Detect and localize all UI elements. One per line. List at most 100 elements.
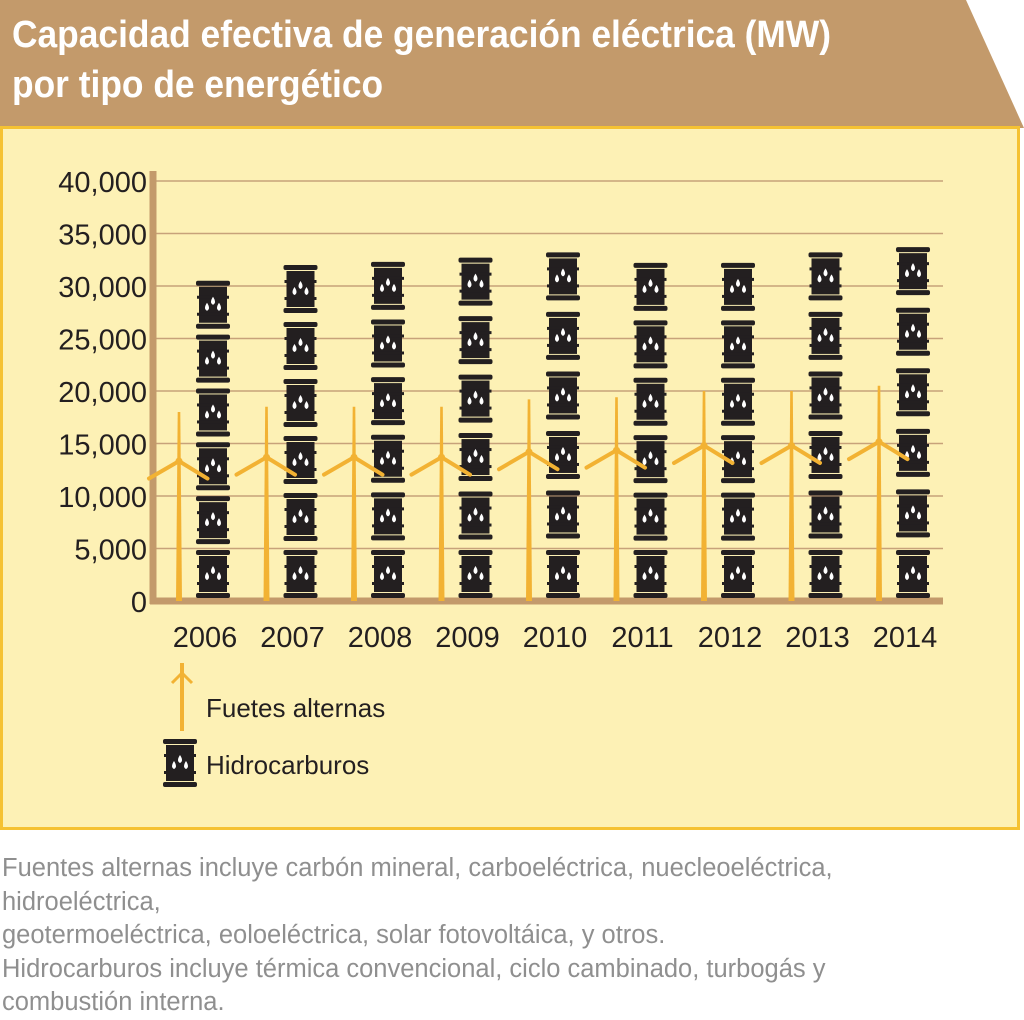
hidrocarburos-bar [371,261,405,598]
wind-turbine-icon [584,397,647,601]
wind-turbine-icon [234,406,297,601]
footnote-line-5: combustión interna. [2,988,225,1016]
oil-barrel-icon [896,307,930,356]
oil-barrel-icon [721,320,755,369]
x-tick-label: 2006 [173,622,238,654]
oil-barrel-icon [283,265,318,313]
chart-title: Capacidad efectiva de generación eléctri… [12,10,923,110]
oil-barrel-icon [163,739,197,787]
wind-turbine-icon [847,385,910,601]
x-tick-label: 2013 [785,622,850,654]
year-group-2011: 2011 [584,262,674,654]
wind-turbine-icon [322,406,385,601]
footnote: Fuentes alternas incluye carbón mineral,… [2,852,1022,1020]
oil-barrel-icon [546,430,580,479]
x-tick-label: 2009 [435,622,500,654]
y-tick-label: 40,000 [58,167,147,199]
oil-barrel-icon [633,377,668,426]
y-tick-label: 20,000 [58,377,147,409]
oil-barrel-icon [196,280,230,329]
oil-barrel-icon [371,319,405,368]
oil-barrel-icon [458,491,493,540]
oil-barrel-icon [808,371,843,420]
oil-barrel-icon [458,433,493,482]
legend-label-hidrocarburos: Hidrocarburos [206,750,369,780]
wind-turbine-icon [170,663,194,731]
footnote-line-2: hidroeléctrica, [2,887,161,916]
oil-barrel-icon [458,374,493,423]
x-tick-label: 2014 [873,622,938,654]
hidrocarburos-bar [196,280,230,598]
oil-barrel-icon [458,257,493,306]
oil-barrel-icon [896,247,930,296]
legend: Fuetes alternas Hidrocarburos [163,663,385,787]
oil-barrel-icon [721,377,755,426]
oil-barrel-icon [283,436,318,484]
oil-barrel-icon [283,493,318,541]
oil-barrel-icon [546,550,580,598]
footnote-line-1: Fuentes alternas incluye carbón mineral,… [2,854,833,882]
oil-barrel-icon [721,492,755,541]
year-group-2013: 2013 [759,252,850,654]
footnote-line-3: geotermoeléctrica, eoloeléctrica, solar … [2,921,666,949]
oil-barrel-icon [808,252,843,301]
oil-barrel-icon [808,311,843,360]
oil-barrel-icon [546,371,580,420]
wind-turbine-icon [497,399,560,601]
oil-barrel-icon [196,496,230,545]
hidrocarburos-bar [808,252,843,598]
chart-panel: 40,000 35,000 30,000 25,000 20,000 15,000 10,0… [0,126,1020,830]
oil-barrel-icon [633,492,668,541]
oil-barrel-icon [633,262,668,311]
oil-barrel-icon [458,550,493,598]
legend-item-alternas: Fuetes alternas [170,663,385,731]
oil-barrel-icon [546,311,580,360]
year-group-2012: 2012 [672,262,763,654]
legend-item-hidrocarburos: Hidrocarburos [163,739,369,787]
hidrocarburos-bar [283,265,318,598]
footnote-line-4: Hidrocarburos incluye térmica convencion… [2,954,826,983]
year-group-2008: 2008 [322,261,412,654]
x-tick-label: 2010 [523,622,588,654]
x-tick-label: 2007 [260,622,325,654]
chart-title-line-1: Capacidad efectiva de generación eléctri… [12,14,831,56]
oil-barrel-icon [633,550,668,598]
oil-barrel-icon [896,428,930,477]
y-tick-label: 5,000 [74,535,147,567]
y-tick-label: 25,000 [58,325,147,357]
oil-barrel-icon [546,490,580,539]
oil-barrel-icon [371,550,405,598]
oil-barrel-icon [283,322,318,370]
oil-barrel-icon [721,550,755,598]
oil-barrel-icon [196,442,230,491]
x-tick-label: 2011 [611,622,673,654]
hidrocarburos-bar [546,252,580,598]
oil-barrel-icon [196,550,230,598]
year-group-2006: 2006 [147,280,238,654]
wind-turbine-icon [409,406,472,601]
hidrocarburos-bar [633,262,668,598]
x-tick-label: 2012 [698,622,763,654]
wind-turbine-icon [147,412,210,601]
oil-barrel-icon [896,550,930,598]
oil-barrel-icon [283,550,318,598]
y-tick-label: 10,000 [58,482,147,514]
oil-barrel-icon [808,430,843,479]
title-band-shape [0,0,1024,128]
wind-turbine-icon [759,391,822,601]
oil-barrel-icon [458,316,493,365]
oil-barrel-icon [721,262,755,311]
oil-barrel-icon [896,489,930,538]
y-tick-label: 30,000 [58,272,147,304]
oil-barrel-icon [371,261,405,310]
oil-barrel-icon [371,377,405,426]
oil-barrel-icon [633,435,668,484]
wind-turbine-icon [672,391,735,601]
hidrocarburos-bar [896,247,930,598]
pictogram-chart: 40,000 35,000 30,000 25,000 20,000 15,000 10,0… [58,167,943,787]
year-group-2010: 2010 [497,252,588,654]
year-group-2007: 2007 [234,265,325,654]
oil-barrel-icon [371,492,405,541]
oil-barrel-icon [196,388,230,437]
oil-barrel-icon [283,379,318,427]
